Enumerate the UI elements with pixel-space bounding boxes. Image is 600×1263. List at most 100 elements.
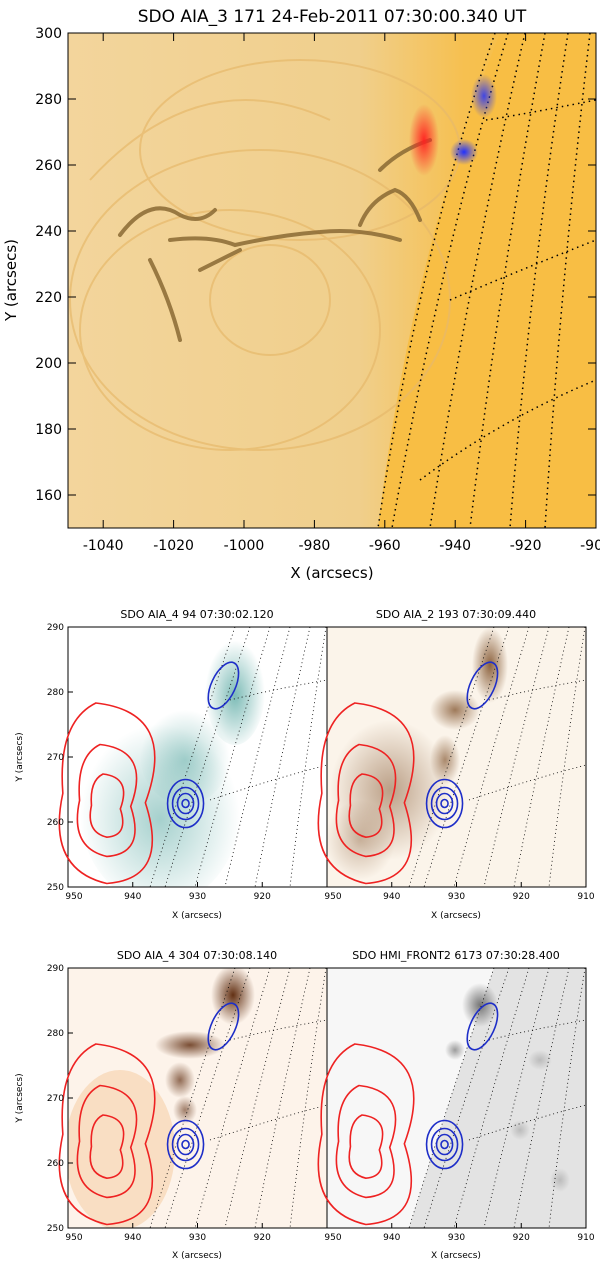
aia94-contours	[58, 661, 240, 885]
aia171-red-source	[409, 104, 439, 176]
blue-contour	[176, 792, 195, 815]
aia304-y-ticks: 250 260 270 280 290	[47, 964, 73, 1234]
red-contour	[335, 743, 397, 858]
x-tick-label: 920	[513, 892, 530, 902]
panel-aia171-title: SDO AIA_3 171 24-Feb-2011 07:30:00.340 U…	[138, 7, 527, 27]
blue-contour-upper	[207, 661, 240, 710]
y-tick-label: 270	[47, 1094, 64, 1104]
aia171-blue-source-upper	[471, 74, 497, 118]
blue-contour	[171, 1127, 200, 1162]
x-tick-label: 940	[124, 892, 141, 902]
blue-contour	[440, 798, 449, 809]
x-tick-label: 920	[254, 892, 271, 902]
x-tick-label: 950	[324, 892, 341, 902]
panel-hmi-title: SDO HMI_FRONT2 6173 07:30:28.400	[352, 949, 560, 962]
blue-contour-upper	[466, 1002, 499, 1051]
blue-contour	[430, 1127, 459, 1162]
red-contour	[58, 702, 156, 885]
hmi-image	[327, 968, 586, 1228]
blue-contour	[181, 1139, 190, 1150]
aia193-image	[327, 627, 586, 887]
red-contour	[76, 1084, 138, 1199]
red-contour	[317, 702, 415, 885]
blue-contour	[435, 792, 454, 815]
red-contour	[348, 773, 384, 838]
x-tick-label: 930	[448, 1233, 465, 1243]
x-tick-label: 920	[513, 1233, 530, 1243]
panel-aia304-title: SDO AIA_4 304 07:30:08.140	[117, 949, 277, 962]
panel-aia94: SDO AIA_4 94 07:30:02.120 950 940 930 920 2…	[15, 608, 328, 921]
x-tick-label: 910	[577, 1233, 594, 1243]
y-tick-label: 180	[35, 422, 62, 438]
blue-contour	[440, 1139, 449, 1150]
panel-aia193: SDO AIA_2 193 07:30:09.440 950 940 930 920 9…	[317, 608, 595, 921]
aia94-ylabel: Y (arcsecs)	[15, 732, 25, 782]
aia171-xlabel: X (arcsecs)	[290, 564, 373, 582]
y-tick-label: 160	[35, 488, 62, 504]
x-tick-label: 940	[383, 892, 400, 902]
blue-contour	[166, 1119, 205, 1170]
x-tick-label: -980	[299, 538, 331, 554]
x-tick-label: -1020	[153, 538, 194, 554]
panel-aia171: SDO AIA_3 171 24-Feb-2011 07:30:00.340 U…	[2, 7, 600, 582]
y-tick-label: 260	[47, 1159, 64, 1169]
blue-contour-upper	[207, 1002, 240, 1051]
y-tick-label: 280	[47, 688, 64, 698]
aia304-image	[68, 968, 327, 1228]
blue-contour	[176, 1133, 195, 1156]
aia193-xlabel: X (arcsecs)	[431, 911, 481, 921]
x-tick-label: 940	[124, 1233, 141, 1243]
panel-hmi: SDO HMI_FRONT2 6173 07:30:28.400 950 940 9…	[317, 949, 595, 1261]
y-tick-label: 280	[47, 1029, 64, 1039]
blue-contour	[181, 798, 190, 809]
x-tick-label: 950	[324, 1233, 341, 1243]
panel-aia94-title: SDO AIA_4 94 07:30:02.120	[120, 608, 273, 621]
aia304-x-ticks: 950 940 930 920	[65, 1223, 271, 1243]
aia171-blue-source	[450, 139, 478, 165]
red-contour	[89, 1114, 125, 1179]
y-tick-label: 200	[35, 356, 62, 372]
x-tick-label: 940	[383, 1233, 400, 1243]
y-tick-label: 220	[35, 290, 62, 306]
y-tick-label: 290	[47, 623, 64, 633]
aia171-grid-lines	[377, 33, 596, 528]
y-tick-label: 260	[35, 158, 62, 174]
hmi-x-ticks: 950 940 930 920 910	[324, 1223, 595, 1243]
x-tick-label: 950	[65, 892, 82, 902]
x-tick-label: 930	[189, 1233, 206, 1243]
red-contour	[89, 773, 125, 838]
x-tick-label: -1040	[83, 538, 124, 554]
red-contour	[317, 1043, 415, 1226]
blue-contour	[166, 778, 205, 829]
y-tick-label: 300	[35, 26, 62, 42]
y-tick-label: 250	[47, 883, 64, 893]
aia193-contours	[317, 661, 499, 885]
panel-aia304: SDO AIA_4 304 07:30:08.140 950 940 930 920 …	[15, 949, 328, 1261]
y-tick-label: 240	[35, 224, 62, 240]
x-tick-label: 930	[189, 892, 206, 902]
y-tick-label: 260	[47, 818, 64, 828]
blue-contour-upper	[466, 661, 499, 710]
x-tick-label: -900	[580, 538, 600, 554]
blue-contour	[425, 1119, 464, 1170]
red-contour	[58, 1043, 156, 1226]
blue-contour	[171, 786, 200, 821]
hmi-contours	[317, 1002, 499, 1226]
x-tick-label: 950	[65, 1233, 82, 1243]
panel-aia193-title: SDO AIA_2 193 07:30:09.440	[376, 608, 536, 621]
x-tick-label: 920	[254, 1233, 271, 1243]
x-tick-label: -1000	[224, 538, 265, 554]
x-tick-label: -920	[510, 538, 542, 554]
aia94-xlabel: X (arcsecs)	[172, 911, 222, 921]
red-contour	[348, 1114, 384, 1179]
y-tick-label: 280	[35, 92, 62, 108]
aia94-y-ticks: 250 260 270 280 290	[47, 623, 73, 893]
aia94-image	[68, 627, 327, 887]
aia304-ylabel: Y (arcsecs)	[15, 1073, 25, 1123]
aia171-frame	[67, 32, 597, 529]
aia94-x-ticks: 950 940 930 920	[65, 882, 271, 902]
red-contour	[335, 1084, 397, 1199]
aia171-ylabel: Y (arcsecs)	[2, 239, 20, 322]
aia171-y-ticks: 160 180 200 220 240 260 280 300	[35, 26, 596, 504]
